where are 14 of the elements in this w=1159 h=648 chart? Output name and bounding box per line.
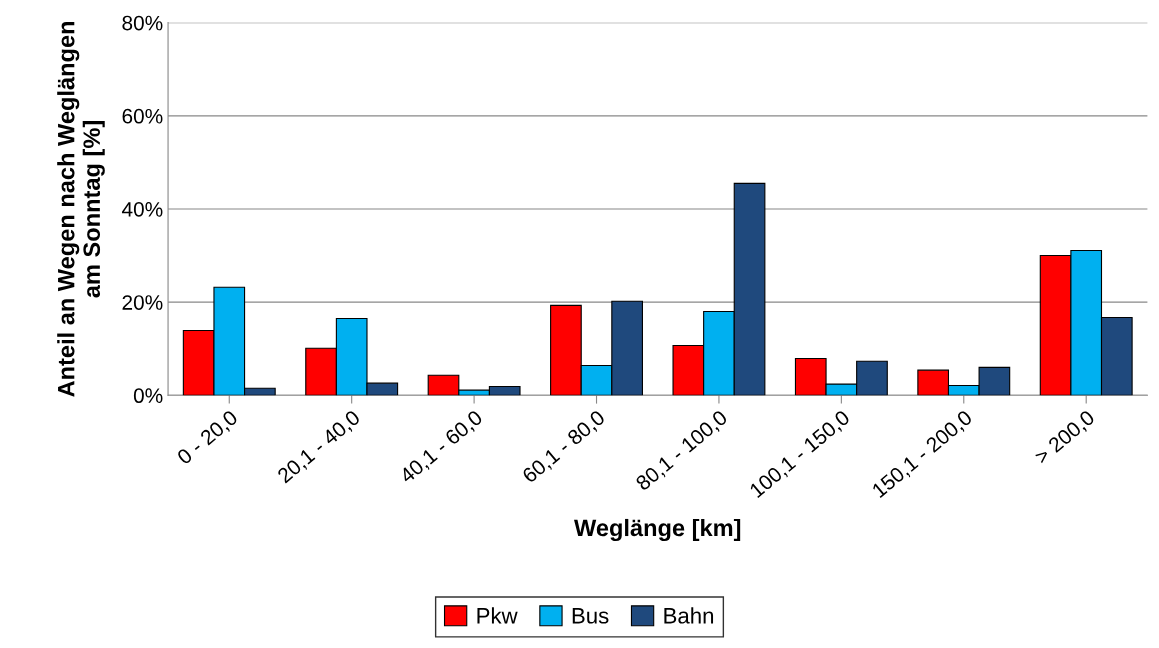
y-tick-label: 60% (122, 108, 163, 124)
x-tick-label: 20,1 - 40,0 (276, 409, 363, 486)
x-tick-label: 0 - 20,0 (176, 409, 241, 467)
y-axis-title: Anteil an Wegen nach Weglängen am Sonntag [%] (57, 21, 105, 397)
legend-label: Bus (572, 608, 609, 624)
y-tick-label: 0% (133, 388, 163, 404)
y-tick-label: 80% (122, 15, 163, 31)
y-tick-label: 40% (121, 201, 163, 217)
legend-label: Pkw (477, 607, 518, 624)
x-axis-title: Weglänge [km] (574, 518, 741, 542)
legend-label: Bahn (664, 607, 714, 624)
x-tick-label: 60,1 - 80,0 (521, 409, 608, 486)
x-tick-label: 40,1 - 60,0 (398, 409, 485, 486)
y-tick-label: 20% (122, 295, 163, 310)
